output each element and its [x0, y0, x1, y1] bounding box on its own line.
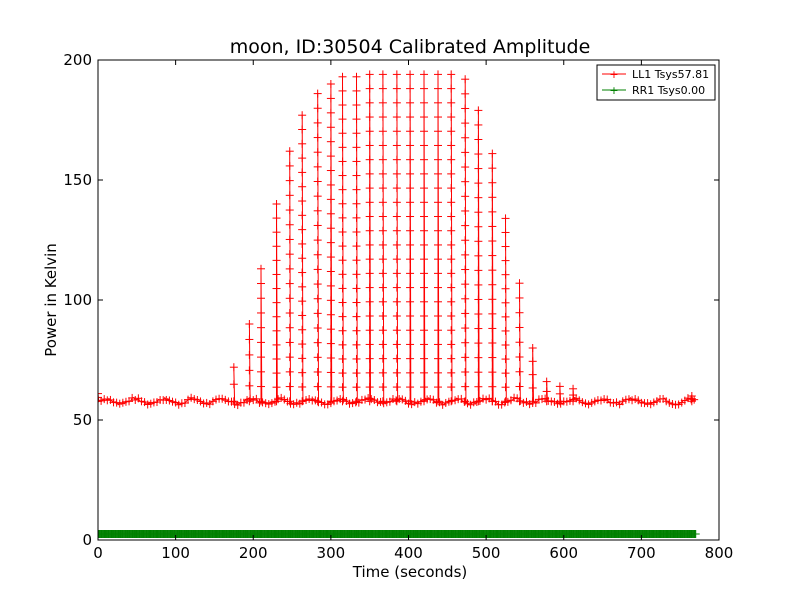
x-axis-ticks: 0 100 200 300 400 500 600 700 800: [93, 60, 733, 562]
y-tick-label: 200: [63, 51, 92, 69]
x-tick-label: 800: [705, 544, 734, 562]
x-tick-label: 500: [472, 544, 501, 562]
x-tick-label: 700: [627, 544, 656, 562]
chart-title: moon, ID:30504 Calibrated Amplitude: [230, 36, 591, 58]
legend-marker-rr1: +: [609, 84, 618, 97]
y-axis-label: Power in Kelvin: [42, 243, 60, 357]
scan-peak-marker: [433, 70, 442, 406]
scan-peak-marker: [298, 111, 307, 406]
legend-label-ll1: LL1 Tsys57.81: [632, 68, 709, 81]
legend-label-rr1: RR1 Tsys0.00: [632, 84, 705, 97]
y-axis-ticks: 0 50 100 150 200: [63, 51, 719, 549]
y-tick-label: 100: [63, 291, 92, 309]
legend-marker-ll1: +: [609, 68, 618, 81]
scan-peak-marker: [313, 89, 322, 406]
series-markers-ll1: [98, 393, 699, 410]
scan-peak-marker: [378, 70, 387, 406]
plot-area: [97, 59, 720, 541]
x-tick-label: 0: [93, 544, 103, 562]
legend: + LL1 Tsys57.81 + RR1 Tsys0.00: [596, 64, 716, 101]
scan-peak-marker: [461, 75, 470, 406]
scan-peak-marker: [365, 70, 374, 406]
y-tick-label: 50: [73, 411, 92, 429]
y-tick-label: 0: [82, 531, 92, 549]
series-markers-rr1: [98, 530, 700, 538]
scan-peak-marker: [352, 72, 361, 406]
y-tick-label: 150: [63, 171, 92, 189]
scan-peak-marker: [257, 264, 266, 406]
x-tick-label: 200: [239, 544, 268, 562]
legend-box: [596, 64, 716, 101]
scan-peak-marker: [338, 72, 347, 406]
x-tick-label: 100: [161, 544, 190, 562]
scan-peak-marker: [447, 70, 456, 406]
x-tick-label: 400: [394, 544, 423, 562]
scan-peak-marker: [392, 70, 401, 406]
series-layer: [98, 70, 700, 538]
x-axis-label: Time (seconds): [352, 563, 468, 581]
x-tick-label: 600: [549, 544, 578, 562]
scan-peak-marker: [420, 70, 429, 406]
scan-peak-marker: [488, 149, 497, 406]
scan-peak-marker: [528, 344, 537, 406]
x-tick-label: 300: [317, 544, 346, 562]
scan-peak-marker: [272, 200, 281, 406]
scan-peak-marker: [515, 279, 524, 406]
